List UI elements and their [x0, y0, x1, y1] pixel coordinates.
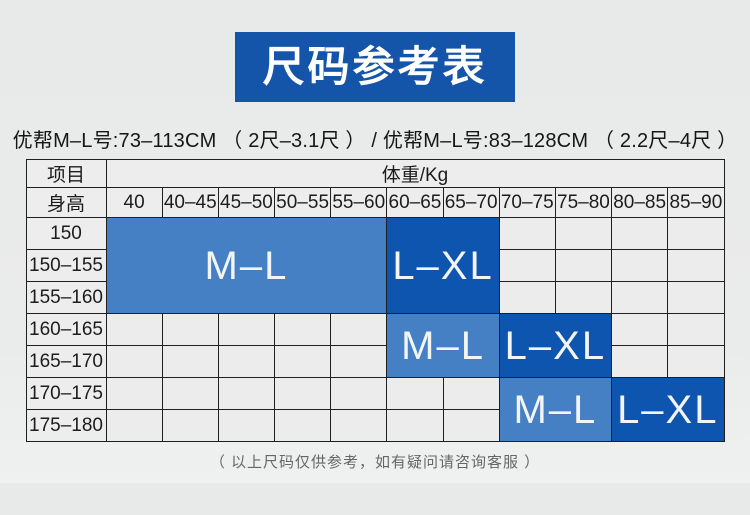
- weight-col-header: 60–65: [386, 187, 444, 218]
- empty-cell: [274, 313, 332, 346]
- table-row: 160–165 M–L L–XL: [25, 313, 725, 378]
- empty-cell: [554, 249, 613, 282]
- empty-cell: [330, 313, 388, 346]
- height-axis-header: 身高: [25, 187, 107, 218]
- empty-cell: [330, 345, 388, 378]
- empty-cell: [161, 409, 219, 442]
- empty-cell: [274, 345, 332, 378]
- empty-cell: [217, 409, 276, 442]
- table-header-row-category: 项目 体重/Kg: [25, 159, 725, 188]
- empty-cell: [386, 409, 444, 442]
- empty-cell: [667, 313, 725, 346]
- empty-cell: [611, 345, 669, 378]
- empty-cell: [498, 217, 556, 250]
- empty-cell: [442, 409, 500, 442]
- height-row-header: 165–170: [25, 345, 107, 378]
- empty-cell: [217, 377, 276, 410]
- weight-col-header: 40: [105, 187, 163, 218]
- height-row-header: 155–160: [25, 281, 107, 314]
- height-row-header: 160–165: [25, 313, 107, 346]
- size-zone-lxl-lower: L–XL: [611, 377, 725, 442]
- weight-col-header: 55–60: [330, 187, 388, 218]
- page-title: 尺码参考表: [262, 43, 488, 90]
- empty-cell: [611, 281, 669, 314]
- empty-cell: [217, 345, 276, 378]
- empty-cell: [217, 313, 276, 346]
- empty-cell: [105, 377, 163, 410]
- empty-cell: [611, 217, 669, 250]
- empty-cell: [274, 409, 332, 442]
- weight-axis-header: 体重/Kg: [105, 159, 725, 188]
- size-zone-lxl-upper: L–XL: [386, 217, 500, 314]
- size-zone-ml-upper: M–L: [105, 217, 388, 314]
- empty-cell: [554, 281, 613, 314]
- height-row-header: 150: [25, 217, 107, 250]
- empty-cell: [161, 377, 219, 410]
- size-chart-page: 尺码参考表 优帮M–L号:73–113CM （ 2尺–3.1尺 ） / 优帮M–…: [0, 32, 750, 472]
- empty-cell: [442, 377, 500, 410]
- empty-cell: [330, 409, 388, 442]
- empty-cell: [274, 377, 332, 410]
- weight-col-header: 85–90: [667, 187, 725, 218]
- empty-cell: [667, 217, 725, 250]
- table-row: 165–170: [25, 345, 725, 378]
- empty-cell: [667, 345, 725, 378]
- table-header-row-weights: 身高 40 40–45 45–50 50–55 55–60 60–65 65–7…: [25, 187, 725, 218]
- height-row-header: 175–180: [25, 409, 107, 442]
- empty-cell: [105, 345, 163, 378]
- page-title-banner: 尺码参考表: [235, 32, 515, 102]
- table-row: 175–180: [25, 409, 724, 442]
- empty-cell: [386, 377, 444, 410]
- weight-col-header: 50–55: [274, 187, 332, 218]
- empty-cell: [611, 249, 669, 282]
- size-range-subtitle: 优帮M–L号:73–113CM （ 2尺–3.1尺 ） / 优帮M–L号:83–…: [12, 130, 738, 152]
- empty-cell: [498, 281, 556, 314]
- empty-cell: [105, 313, 163, 346]
- size-zone-lxl-middle: L–XL: [498, 313, 613, 378]
- size-zone-ml-lower: M–L: [498, 377, 613, 442]
- height-row-header: 170–175: [25, 377, 107, 410]
- weight-col-header: 45–50: [217, 187, 276, 218]
- empty-cell: [554, 217, 613, 250]
- weight-col-header: 75–80: [554, 187, 613, 218]
- empty-cell: [667, 281, 725, 314]
- empty-cell: [161, 313, 219, 346]
- table-row: 155–160: [25, 281, 725, 314]
- weight-col-header: 70–75: [498, 187, 556, 218]
- table-row: 150–155: [25, 249, 725, 282]
- table-row: 150 M–L L–XL: [25, 217, 725, 314]
- weight-col-header: 65–70: [442, 187, 500, 218]
- empty-cell: [611, 313, 669, 346]
- table-row: 170–175 M–L L–XL: [25, 377, 725, 442]
- weight-col-header: 40–45: [161, 187, 219, 218]
- size-reference-table: 项目 体重/Kg 身高 40 40–45 45–50 50–55 55–60 6…: [25, 159, 725, 442]
- size-zone-ml-middle: M–L: [386, 313, 500, 378]
- footnote: （ 以上尺码仅供参考，如有疑问请咨询客服 ）: [209, 454, 541, 471]
- empty-cell: [330, 377, 388, 410]
- corner-header: 项目: [25, 159, 107, 188]
- empty-cell: [105, 409, 163, 442]
- weight-col-header: 80–85: [611, 187, 669, 218]
- height-row-header: 150–155: [25, 249, 107, 282]
- empty-cell: [161, 345, 219, 378]
- empty-cell: [667, 249, 725, 282]
- empty-cell: [498, 249, 556, 282]
